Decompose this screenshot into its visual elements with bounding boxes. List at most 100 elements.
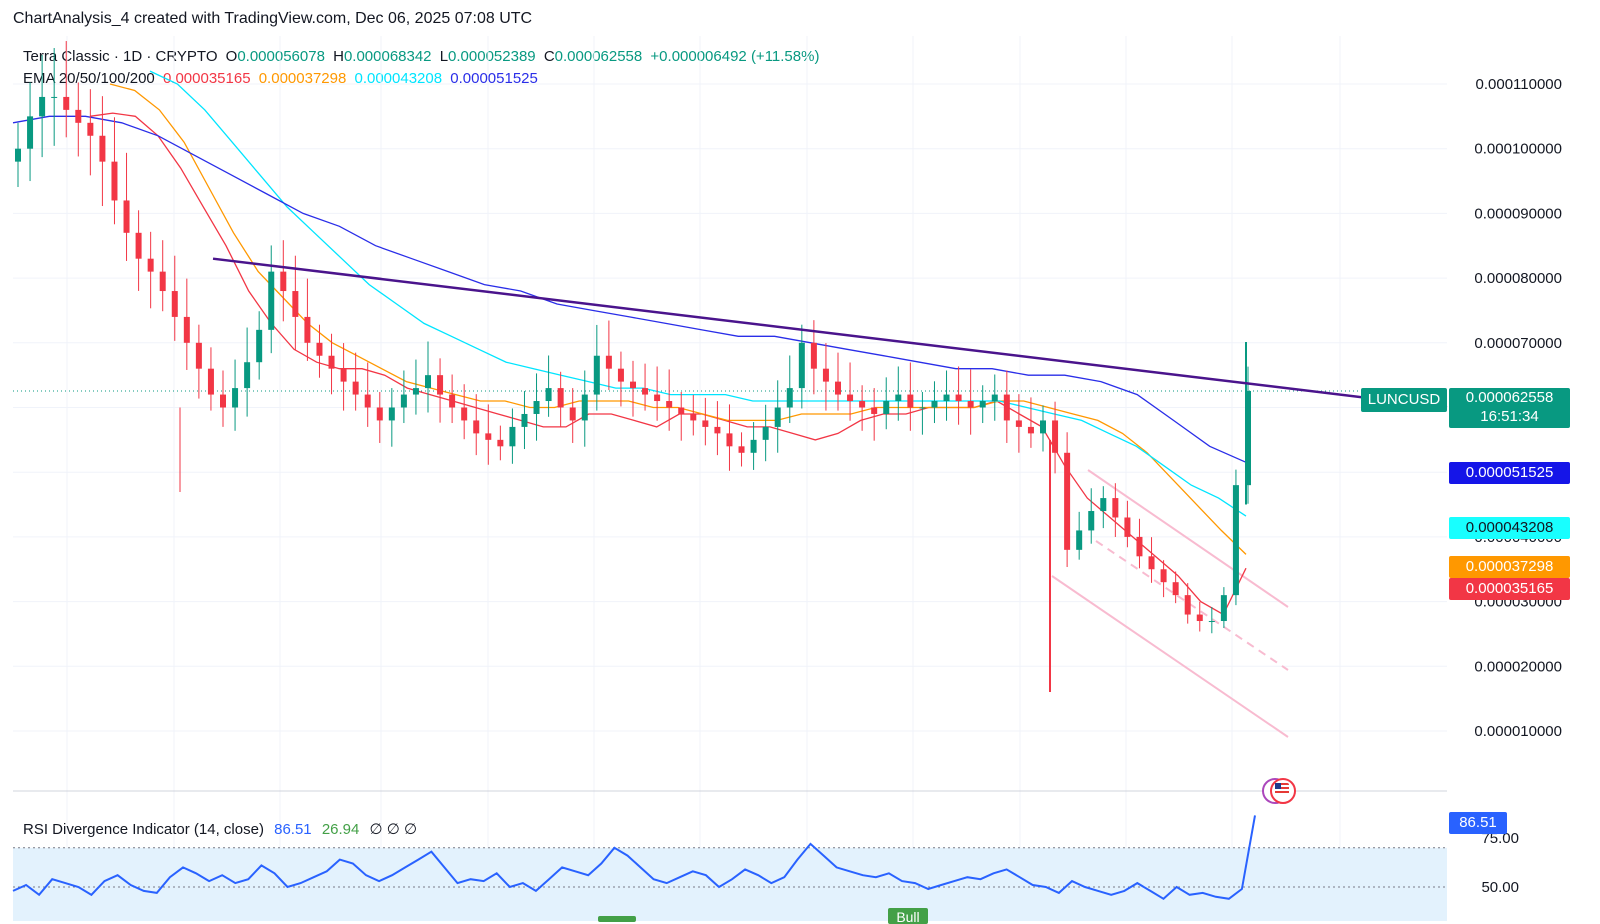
candle-body	[461, 407, 468, 421]
candle-body	[521, 413, 528, 427]
chart-legend: Terra Classic · 1D · CRYPTO O0.000056078…	[23, 46, 823, 90]
ema-label[interactable]: EMA 20/50/100/200	[23, 70, 155, 87]
candle-body	[642, 388, 649, 395]
trendline	[212, 257, 1448, 409]
price-axis-label: 0.000110000	[1476, 76, 1562, 93]
candle-body	[1076, 530, 1083, 550]
ema50-tag: 0.000037298	[1449, 556, 1570, 578]
candle-body	[593, 355, 600, 395]
change-value: +0.000006492 (+11.58%)	[650, 48, 820, 65]
candle-body	[1172, 582, 1179, 596]
candle-body	[1100, 498, 1107, 512]
candle-body	[1088, 511, 1095, 531]
candle-body	[376, 407, 383, 421]
candle-body	[810, 342, 817, 369]
candle-body	[364, 394, 371, 408]
candle-body	[702, 420, 709, 427]
candle-body	[835, 381, 841, 395]
symbol-label[interactable]: Terra Classic · 1D · CRYPTO	[23, 48, 218, 65]
candle-body	[581, 394, 588, 421]
candle-body	[328, 355, 335, 369]
candle-body	[1027, 426, 1034, 434]
candle-body	[15, 148, 21, 162]
candle-body	[678, 407, 685, 414]
candle-body	[1245, 390, 1251, 486]
candles	[15, 41, 1251, 692]
low-value: 0.000052389	[448, 48, 536, 65]
channel-lower	[1051, 575, 1289, 738]
candle-body	[630, 381, 636, 389]
symbol-tag: LUNCUSD	[1361, 388, 1447, 412]
open-label: O	[225, 48, 238, 65]
candle-body	[485, 433, 492, 440]
ema-row: EMA 20/50/100/200 0.000035165 0.00003729…	[23, 68, 823, 90]
bull-label: Bull	[888, 908, 928, 924]
us-flag-event-icon[interactable]	[1262, 778, 1296, 804]
ema100-tag: 0.000043208	[1449, 517, 1570, 539]
candle-body	[533, 401, 540, 414]
candle-body	[654, 394, 661, 402]
candle-body	[557, 388, 564, 408]
candle-body	[545, 388, 552, 402]
ohlc-row: Terra Classic · 1D · CRYPTO O0.000056078…	[23, 46, 823, 68]
candle-body	[1160, 569, 1167, 583]
candle-body	[244, 362, 251, 389]
rsi-label[interactable]: RSI Divergence Indicator (14, close)	[23, 821, 264, 838]
price-axis-label: 0.000100000	[1474, 141, 1562, 158]
candle-body	[847, 394, 854, 402]
candle-body	[605, 355, 612, 369]
rsi-flags: ∅ ∅ ∅	[369, 821, 418, 838]
candle-body	[979, 401, 986, 408]
rsi-tag: 86.51	[1449, 812, 1507, 834]
candle-body	[666, 401, 673, 408]
channel-mid	[1095, 540, 1289, 671]
ema20-tag: 0.000035165	[1449, 578, 1570, 600]
ema50-value: 0.000037298	[258, 70, 347, 87]
candle-body	[388, 407, 395, 421]
candle-body	[859, 401, 866, 408]
chart-attribution: ChartAnalysis_4 created with TradingView…	[13, 10, 533, 27]
candle-body	[726, 433, 733, 447]
ema200-value: 0.000051525	[450, 70, 538, 87]
candle-body	[497, 439, 504, 447]
candle-body	[774, 407, 781, 427]
price-tag-value: 0.000062558	[1465, 389, 1554, 406]
descending-channel	[1051, 469, 1289, 738]
candle-body	[1184, 595, 1191, 615]
ema100-line	[149, 70, 1247, 517]
candle-body	[786, 388, 793, 408]
price-tag: 0.000062558 16:51:34	[1449, 388, 1570, 428]
candle-body	[51, 96, 58, 98]
open-value: 0.000056078	[237, 48, 325, 65]
rsi-legend: RSI Divergence Indicator (14, close) 86.…	[23, 820, 423, 838]
candle-body	[99, 135, 106, 162]
candle-body	[750, 439, 757, 453]
price-axis-label: 0.000090000	[1474, 205, 1562, 222]
candle-body	[473, 420, 480, 434]
candle-body	[1112, 498, 1119, 518]
candle-body	[798, 342, 805, 389]
candle-body	[931, 401, 938, 408]
candle-body	[425, 375, 431, 389]
candle-body	[449, 394, 456, 408]
price-axis-label: 0.000010000	[1474, 723, 1562, 740]
low-label: L	[439, 48, 449, 65]
candle-body	[617, 368, 624, 382]
candle-body	[352, 381, 359, 395]
candle-body	[232, 388, 239, 408]
close-label: C	[543, 48, 555, 65]
candle-body	[1208, 621, 1215, 623]
candle-body	[171, 291, 178, 317]
candle-body	[907, 394, 914, 408]
candle-body	[569, 407, 576, 421]
candle-body	[690, 413, 697, 421]
countdown-timer: 16:51:34	[1480, 408, 1539, 425]
ema50-line	[109, 83, 1247, 555]
candle-body	[1148, 556, 1155, 570]
ema100-value: 0.000043208	[354, 70, 443, 87]
symbol-tag-text: LUNCUSD	[1367, 391, 1441, 408]
candle-body	[991, 394, 998, 402]
rsi-line	[12, 815, 1256, 901]
candle-body	[340, 368, 347, 382]
